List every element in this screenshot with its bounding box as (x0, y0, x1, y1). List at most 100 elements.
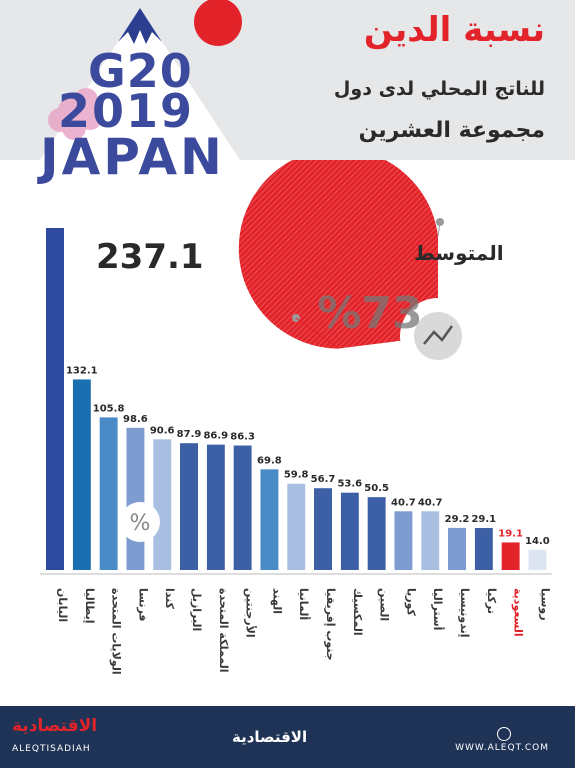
bar-gap-18 (525, 549, 529, 570)
logo-year: 2019 (58, 84, 195, 138)
bar-gap-2 (96, 417, 100, 570)
bar-category-label-16: تركيا (485, 588, 498, 614)
bar-value-label-5: 87.9 (177, 429, 202, 440)
globe-icon (497, 727, 511, 741)
footer-center-logo: الاقتصادية (232, 728, 308, 746)
bar-category-label-12: الصين (378, 588, 391, 621)
bar-category-label-2: الولايات المتحدة (110, 588, 123, 675)
bar-14 (421, 511, 440, 570)
bar-category-label-1: إيطاليا (83, 588, 96, 624)
bar-category-label-8: الهند (270, 588, 283, 614)
bar-gap-9 (284, 483, 288, 570)
bar-series: 237.1 اليابان 132.1 إيطاليا 105.8 الولايات ال… (46, 228, 551, 675)
footer-url[interactable]: WWW.ALEQT.COM (455, 743, 549, 753)
bar-category-label-3: فرنسا (136, 588, 149, 622)
bar-6 (206, 444, 225, 570)
bar-11 (340, 492, 359, 570)
bar-value-label-7: 86.3 (230, 432, 255, 443)
bar-value-label-0: 237.1 (96, 237, 204, 277)
bar-value-label-6: 86.9 (203, 431, 228, 442)
header-band: G20 2019 JAPAN نسبة الدين للناتج المحلي … (0, 0, 575, 186)
bar-category-label-9: ألمانيا (297, 588, 311, 620)
bar-category-label-6: المملكة المتحدة (217, 588, 230, 673)
bar-15 (448, 527, 466, 570)
percent-badge-circle (120, 502, 160, 542)
bar-value-label-18: 14.0 (525, 536, 550, 547)
footer-bar: الاقتصادية ALEQTISADIAH الاقتصادية WWW.A… (0, 706, 575, 768)
bar-value-label-3: 98.6 (123, 414, 148, 425)
bar-2 (99, 417, 118, 570)
footer-logo-english: ALEQTISADIAH (12, 744, 91, 754)
page-subtitle-line1: للناتج المحلي لدى دول (333, 78, 545, 100)
bar-gap-1 (69, 379, 73, 570)
bar-value-label-2: 105.8 (93, 403, 125, 414)
bar-value-label-10: 56.7 (311, 474, 336, 485)
bar-gap-8 (257, 469, 261, 570)
bar-value-label-9: 59.8 (284, 470, 309, 481)
average-leader-line (295, 317, 340, 349)
bar-13 (394, 511, 413, 570)
bar-value-label-4: 90.6 (150, 425, 175, 436)
bar-12 (367, 497, 386, 570)
bar-category-label-13: كوريا (404, 588, 417, 616)
bar-category-label-0: اليابان (56, 588, 69, 622)
bar-gap-7 (230, 445, 234, 570)
debt-bar-chart: المتوسط %73 237.1 اليابان 132.1 إيطاليا 105.… (40, 160, 552, 675)
bar-category-label-10: جنوب إفريقيا (324, 588, 337, 661)
bar-7 (233, 445, 252, 570)
bar-4 (153, 439, 172, 570)
bar-gap-11 (337, 492, 341, 570)
bar-category-label-11: المكسيك (351, 588, 364, 636)
bar-value-label-12: 50.5 (364, 483, 389, 494)
percent-badge: % (120, 502, 160, 542)
average-leader-dot (436, 218, 444, 226)
logo-g20: G20 (88, 44, 193, 98)
bar-value-label-8: 69.8 (257, 455, 282, 466)
fuji-mountain-graphic (40, 0, 242, 160)
average-value: %73 (317, 288, 422, 339)
page-title: نسبة الدين (363, 10, 545, 50)
average-label: المتوسط (414, 241, 504, 265)
bar-0 (46, 228, 64, 570)
bar-gap-4 (150, 439, 154, 570)
bar-3 (126, 427, 145, 570)
average-donut: المتوسط %73 (238, 160, 504, 374)
bar-8 (260, 469, 279, 570)
bar-category-label-17: السعودية (512, 588, 525, 637)
bar-gap-17 (498, 542, 502, 570)
bar-gap-10 (311, 488, 314, 570)
bar-value-label-14: 40.7 (418, 497, 443, 508)
logo-country: JAPAN (40, 128, 225, 186)
bar-18 (528, 549, 547, 570)
bar-value-label-1: 132.1 (66, 365, 98, 376)
bar-value-label-11: 53.6 (337, 479, 362, 490)
bar-category-label-5: البرازيل (190, 588, 203, 631)
bar-gap-5 (177, 443, 180, 570)
bar-value-label-15: 29.2 (445, 514, 470, 525)
sakura-flower-icon (48, 88, 102, 140)
bar-10 (314, 488, 332, 570)
bar-gap-12 (364, 497, 368, 570)
page-subtitle-line2: مجموعة العشرين (358, 118, 545, 143)
bar-9 (287, 483, 306, 570)
bar-16 (474, 528, 493, 570)
bar-gap-13 (391, 511, 395, 570)
bar-gap-14 (418, 511, 422, 570)
average-donut-arc (238, 160, 438, 349)
bar-value-label-17: 19.1 (498, 528, 523, 539)
bar-gap-15 (445, 527, 448, 570)
footer-logo-arabic: الاقتصادية (12, 716, 98, 736)
sun-icon (194, 0, 242, 46)
bar-category-label-7: الأرجنتين (244, 588, 258, 638)
bar-gap-16 (471, 528, 475, 570)
bar-value-label-16: 29.1 (471, 514, 496, 525)
bar-category-label-18: روسيا (538, 588, 551, 621)
percent-symbol: % (130, 511, 151, 536)
bar-value-label-13: 40.7 (391, 497, 416, 508)
bar-5 (180, 443, 198, 570)
bar-gap-6 (203, 444, 207, 570)
bar-1 (72, 379, 91, 570)
trend-icon (423, 325, 454, 345)
bar-gap-3 (123, 427, 127, 570)
bar-17 (501, 542, 520, 570)
